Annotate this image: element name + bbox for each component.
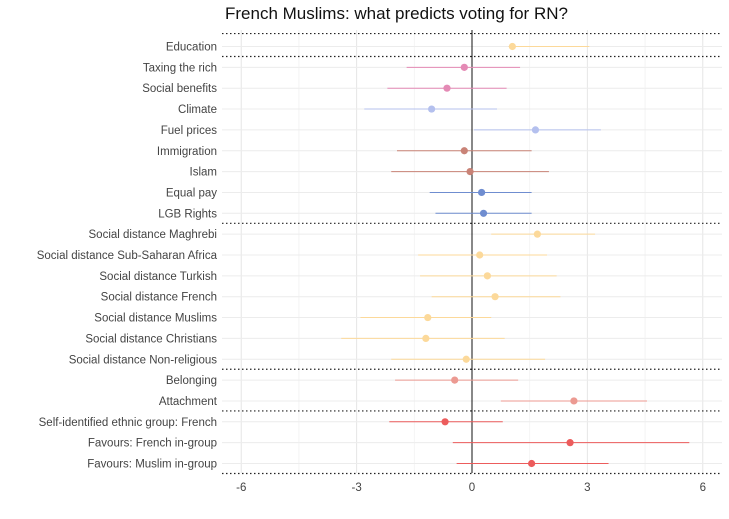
y-tick-label: Social distance French: [101, 292, 217, 304]
estimate-point: [428, 105, 436, 113]
estimate-point: [508, 42, 516, 51]
estimate-point: [466, 168, 474, 176]
y-tick-label: Islam: [190, 167, 217, 179]
y-tick-label: Fuel prices: [161, 125, 217, 137]
estimate-point: [460, 147, 468, 155]
x-tick-label: 3: [584, 482, 590, 494]
y-tick-label: Attachment: [159, 396, 218, 408]
y-tick-label: Social distance Turkish: [99, 271, 217, 283]
y-tick-label: Climate: [178, 104, 217, 116]
estimate-point: [476, 251, 484, 259]
estimate-point: [451, 376, 459, 384]
estimate-point: [531, 126, 540, 134]
y-tick-label: Social distance Non-religious: [69, 354, 218, 366]
chart-title: French Muslims: what predicts voting for…: [225, 4, 568, 23]
y-tick-label: Education: [166, 42, 217, 54]
y-tick-label: Social distance Christians: [85, 333, 217, 345]
y-tick-label: Social distance Muslims: [94, 313, 217, 325]
estimate-point: [528, 459, 536, 468]
y-tick-label: Social distance Maghrebi: [89, 229, 218, 241]
estimate-point: [566, 439, 574, 447]
y-tick-label: Favours: Muslim in-group: [87, 459, 217, 471]
estimate-point: [479, 209, 488, 217]
y-tick-label: Belonging: [166, 375, 217, 387]
estimate-point: [491, 293, 499, 301]
x-tick-label: -6: [236, 482, 246, 494]
estimate-point: [478, 188, 486, 197]
estimate-point: [460, 63, 468, 71]
y-tick-label: Social distance Sub-Saharan Africa: [37, 250, 218, 262]
y-tick-label: Social benefits: [142, 83, 217, 95]
estimate-point: [424, 313, 432, 322]
x-tick-label: 6: [700, 482, 706, 494]
estimate-point: [570, 397, 578, 405]
estimate-point: [443, 84, 451, 92]
estimate-point: [462, 355, 470, 363]
y-tick-label: Self-identified ethnic group: French: [39, 417, 217, 429]
x-tick-label: 0: [469, 482, 475, 494]
y-tick-label: Equal pay: [166, 187, 217, 199]
y-tick-label: Immigration: [157, 146, 217, 158]
x-tick-label: -3: [351, 482, 361, 494]
y-tick-label: Favours: French in-group: [88, 438, 217, 450]
estimate-point: [533, 230, 541, 238]
estimate-point: [422, 334, 430, 342]
estimate-point: [483, 272, 491, 280]
y-tick-label: LGB Rights: [158, 208, 217, 220]
y-tick-label: Taxing the rich: [143, 62, 217, 74]
estimate-point: [441, 418, 449, 426]
